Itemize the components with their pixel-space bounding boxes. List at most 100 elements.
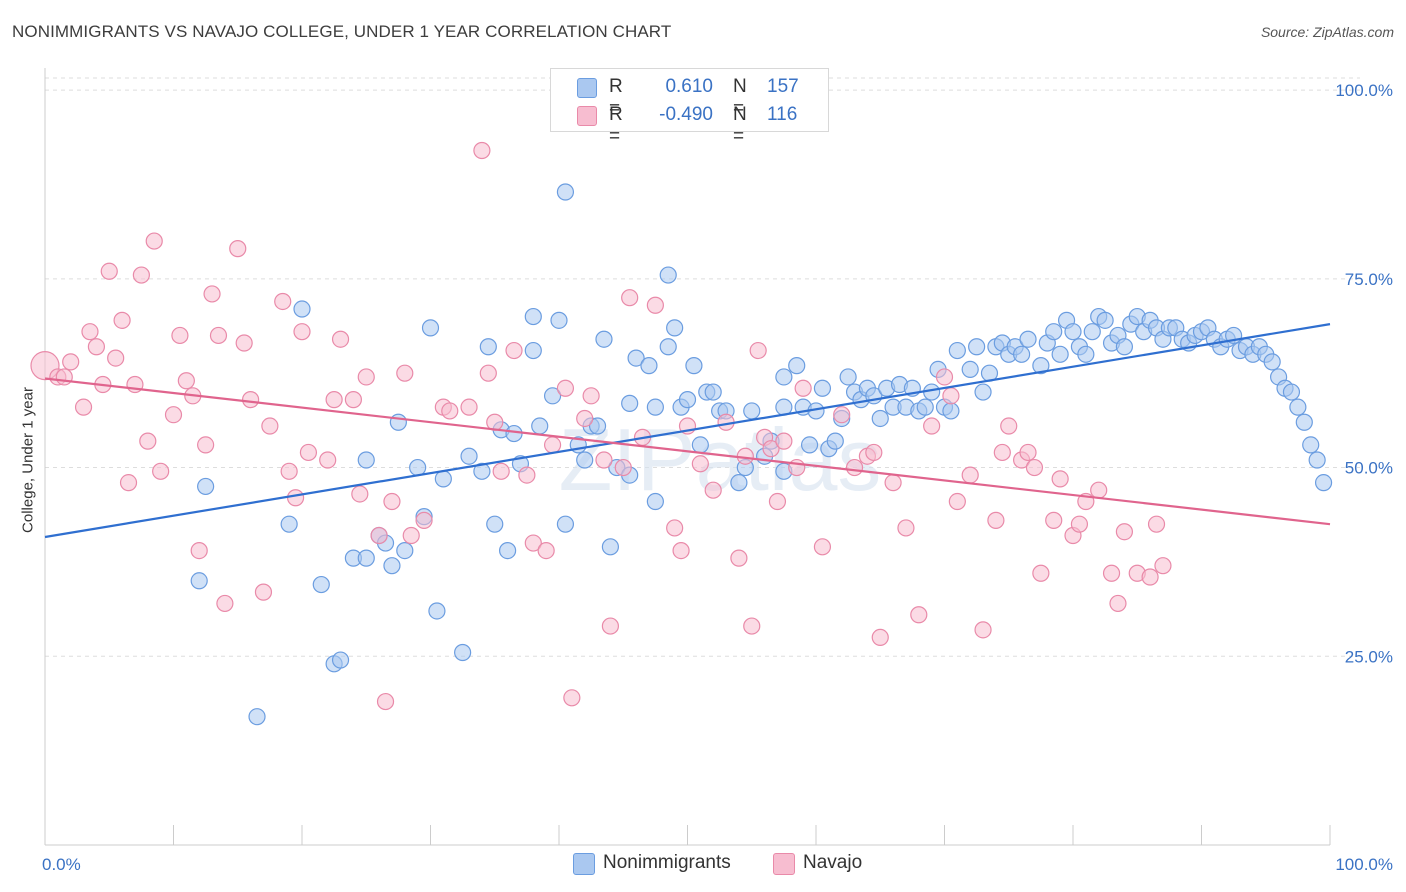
data-point xyxy=(646,492,664,511)
data-point xyxy=(1109,594,1127,613)
data-point xyxy=(704,383,722,401)
x-tick-label: 100.0% xyxy=(1335,855,1393,874)
data-point xyxy=(576,409,594,428)
data-point xyxy=(383,557,401,575)
data-point xyxy=(1314,474,1333,492)
legend-n-value: 116 xyxy=(767,104,798,125)
data-point xyxy=(916,398,934,416)
data-point xyxy=(884,474,902,492)
data-point xyxy=(1032,357,1050,375)
data-point xyxy=(325,391,343,409)
data-point xyxy=(293,300,311,318)
data-point xyxy=(486,515,504,533)
data-point xyxy=(1064,323,1082,341)
legend-n-value: 157 xyxy=(767,76,799,97)
data-point xyxy=(409,458,427,477)
data-point xyxy=(833,406,851,424)
data-point xyxy=(190,572,208,590)
data-point xyxy=(1282,383,1301,401)
legend-n-label: N = xyxy=(733,104,747,147)
data-point xyxy=(81,323,99,341)
data-point xyxy=(942,402,960,420)
data-point xyxy=(229,240,247,258)
data-point xyxy=(376,692,395,711)
data-point xyxy=(145,232,163,250)
data-point xyxy=(370,526,388,545)
data-point xyxy=(357,549,375,567)
data-point xyxy=(293,323,311,341)
data-point xyxy=(601,538,620,556)
data-point xyxy=(730,474,748,492)
series-nonimmigrants xyxy=(190,183,1333,726)
data-point xyxy=(139,432,157,450)
data-point xyxy=(280,515,298,533)
data-point xyxy=(788,357,806,375)
legend-swatch-nonimmigrants xyxy=(573,853,595,875)
data-point xyxy=(813,379,832,397)
data-point xyxy=(582,387,600,405)
data-point xyxy=(473,462,491,480)
data-point xyxy=(331,330,350,348)
data-point xyxy=(871,409,889,428)
data-point xyxy=(203,285,221,303)
trend-line-nonimmigrants xyxy=(44,323,1331,539)
legend-r-value: 0.610 xyxy=(665,76,713,97)
legend-r-label: R = xyxy=(609,76,623,119)
data-point xyxy=(563,689,581,707)
data-point xyxy=(344,391,362,409)
data-point xyxy=(62,353,80,371)
y-tick-label: 75.0% xyxy=(1345,270,1393,289)
legend-label-navajo: Navajo xyxy=(803,852,863,873)
data-point xyxy=(1019,330,1037,348)
data-point xyxy=(248,708,266,726)
data-point xyxy=(743,402,761,420)
data-point xyxy=(948,341,966,360)
data-point xyxy=(415,511,433,529)
data-point xyxy=(492,462,510,480)
data-point xyxy=(839,368,857,386)
data-point xyxy=(621,394,639,412)
data-point xyxy=(614,458,632,477)
data-point xyxy=(505,341,523,360)
legend-swatch-navajo xyxy=(577,106,597,126)
y-tick-label: 25.0% xyxy=(1345,647,1393,666)
data-point xyxy=(762,440,780,458)
data-point xyxy=(743,617,761,635)
data-point xyxy=(1289,398,1307,416)
data-point xyxy=(524,534,542,552)
data-point xyxy=(261,417,279,435)
trend-lines xyxy=(44,323,1331,539)
data-point xyxy=(473,141,491,160)
legend-swatch-navajo xyxy=(773,853,795,875)
data-point xyxy=(177,372,195,390)
data-point xyxy=(242,391,260,409)
data-point xyxy=(640,357,658,375)
data-point xyxy=(524,341,542,360)
data-point xyxy=(197,436,215,454)
data-point xyxy=(312,575,330,594)
data-point xyxy=(1019,443,1037,462)
data-point xyxy=(794,379,812,397)
data-point xyxy=(935,368,954,386)
legend-r-label: R = xyxy=(609,104,623,147)
data-point xyxy=(993,443,1011,462)
data-point xyxy=(1051,470,1069,488)
data-point xyxy=(788,458,806,477)
y-tick-label: 100.0% xyxy=(1335,81,1393,100)
data-point xyxy=(87,338,106,356)
data-point xyxy=(948,492,966,511)
data-point xyxy=(132,266,150,284)
data-point xyxy=(691,436,709,454)
data-point xyxy=(254,583,273,601)
data-point xyxy=(961,360,979,379)
data-point xyxy=(968,338,986,356)
data-point xyxy=(704,481,722,499)
data-point xyxy=(897,519,915,537)
data-point xyxy=(1045,323,1063,341)
data-point xyxy=(672,541,690,560)
data-point xyxy=(74,398,93,416)
bottom-legend: Nonimmigrants Navajo xyxy=(0,852,1406,878)
data-point xyxy=(659,338,677,356)
data-point xyxy=(434,470,452,488)
